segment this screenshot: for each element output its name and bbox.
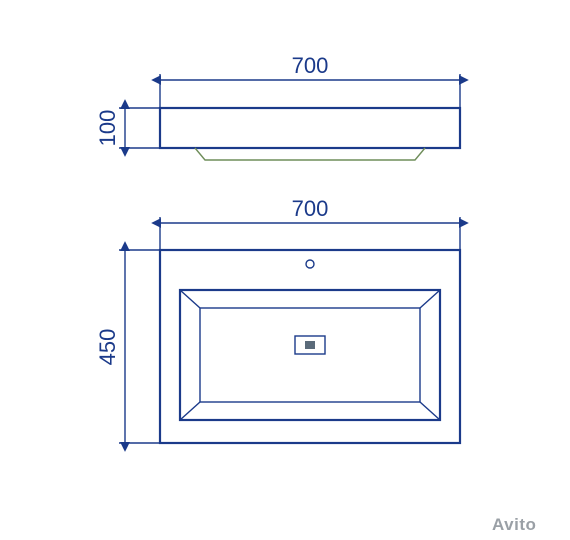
dim-label-side-height: 100 <box>95 110 121 147</box>
dim-label-plan-width: 700 <box>292 196 329 222</box>
plan-view <box>160 250 460 443</box>
side-elevation <box>160 108 460 160</box>
dim-label-top-width: 700 <box>292 53 329 79</box>
dimension-lines <box>119 74 460 443</box>
dim-label-plan-depth: 450 <box>95 328 121 365</box>
technical-drawing <box>0 0 570 540</box>
watermark-text: Avito <box>492 515 536 535</box>
